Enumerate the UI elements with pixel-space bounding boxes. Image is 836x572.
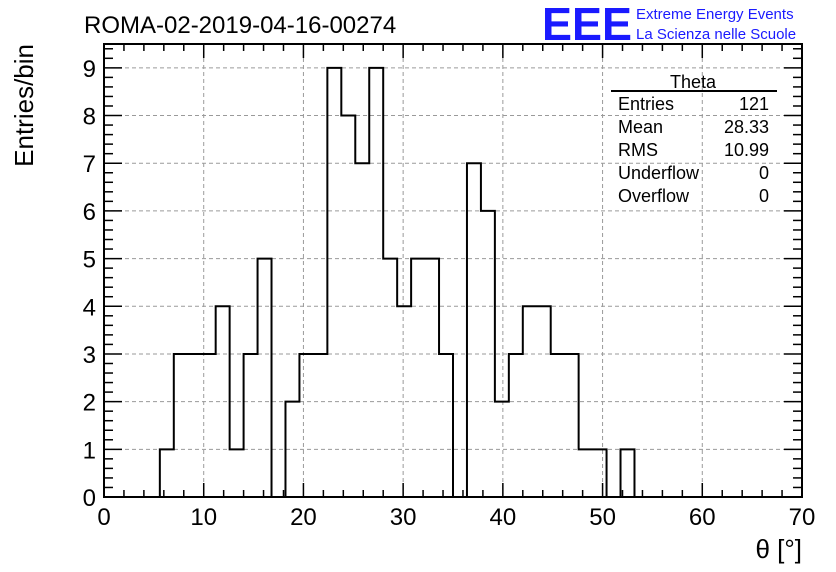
histogram-bin: [621, 449, 635, 497]
y-tick-label: 2: [83, 390, 96, 417]
x-axis-label: θ [°]: [755, 534, 802, 564]
histogram-bin: [341, 116, 355, 497]
histogram-bin: [509, 354, 523, 497]
stats-label-underflow: Underflow: [618, 163, 700, 183]
histogram-outline: [104, 66, 802, 498]
histogram-bin: [313, 354, 327, 497]
y-tick-label: 3: [83, 342, 96, 369]
x-tick-label: 50: [589, 504, 616, 531]
histogram-bin: [258, 259, 272, 497]
stats-label-overflow: Overflow: [618, 186, 690, 206]
histogram-bin: [481, 211, 495, 497]
y-tick-label: 6: [83, 199, 96, 226]
plot-frame: [103, 43, 803, 498]
stats-label-entries: Entries: [618, 94, 674, 114]
histogram-bin: [327, 68, 341, 497]
histogram-bin: [439, 354, 453, 497]
stats-box: Theta Entries 121 Mean 28.33 RMS 10.99 U…: [611, 72, 777, 206]
histogram-bin: [285, 402, 299, 497]
x-tick-label: 0: [97, 504, 110, 531]
histogram-bin: [355, 163, 369, 497]
grid-lines: [104, 44, 802, 497]
y-tick-label: 8: [83, 104, 96, 131]
stats-label-rms: RMS: [618, 140, 658, 160]
stats-label-mean: Mean: [618, 117, 663, 137]
histogram-bin: [565, 354, 579, 497]
histogram-bin: [467, 163, 481, 497]
y-tick-label: 4: [83, 294, 96, 321]
stats-value-rms: 10.99: [724, 140, 769, 160]
axes: [103, 43, 803, 498]
histogram-bin: [216, 306, 230, 497]
histogram-bin: [244, 354, 258, 497]
y-tick-label: 9: [83, 56, 96, 83]
histogram-bin: [425, 259, 439, 497]
histogram-bars: [104, 66, 802, 498]
x-tick-label: 10: [190, 504, 217, 531]
histogram-bin: [188, 354, 202, 497]
histogram-bin: [537, 306, 551, 497]
histogram-bin: [579, 449, 593, 497]
histogram-bin: [495, 402, 509, 497]
histogram-bin: [369, 68, 383, 497]
y-tick-label: 7: [83, 151, 96, 178]
x-tick-label: 20: [290, 504, 317, 531]
histogram-bin: [397, 306, 411, 497]
x-tick-label: 40: [490, 504, 517, 531]
logo-line-2: La Scienza nelle Scuole: [636, 26, 796, 43]
x-tick-label: 70: [789, 504, 816, 531]
logo-line-1: Extreme Energy Events: [636, 6, 794, 23]
y-axis-label: Entries/bin: [9, 44, 39, 167]
histogram-bin: [523, 306, 537, 497]
stats-value-mean: 28.33: [724, 117, 769, 137]
histogram-bin: [411, 259, 425, 497]
y-tick-label: 1: [83, 437, 96, 464]
histogram-bin: [299, 354, 313, 497]
histogram-bin: [160, 449, 174, 497]
stats-title: Theta: [670, 72, 717, 92]
run-title: ROMA-02-2019-04-16-00274: [84, 12, 396, 39]
histogram-bin: [202, 354, 216, 497]
histogram-bin: [551, 354, 565, 497]
x-tick-label: 60: [689, 504, 716, 531]
histogram-bin: [174, 354, 188, 497]
stats-value-overflow: 0: [759, 186, 769, 206]
x-tick-label: 30: [390, 504, 417, 531]
tick-labels: 0 10 20 30 40 50 60 70 0 1 2 3 4 5 6 7 8 9: [83, 56, 816, 531]
y-tick-label: 0: [83, 485, 96, 512]
histogram-bin: [230, 449, 244, 497]
eee-logo: EEE: [542, 0, 632, 50]
histogram-bin: [593, 449, 607, 497]
stats-value-underflow: 0: [759, 163, 769, 183]
y-tick-label: 5: [83, 247, 96, 274]
stats-value-entries: 121: [739, 94, 769, 114]
histogram-bin: [383, 259, 397, 497]
